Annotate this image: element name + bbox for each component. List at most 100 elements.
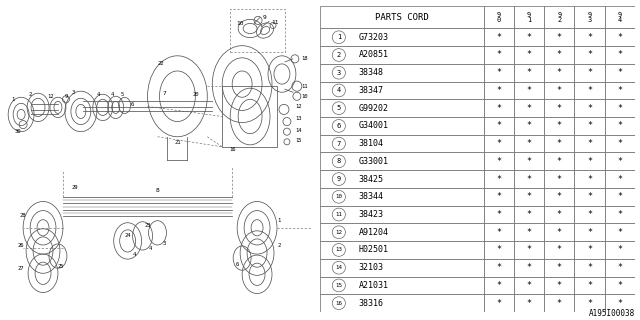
Text: G99202: G99202 xyxy=(358,104,388,113)
Text: *: * xyxy=(497,104,501,113)
Circle shape xyxy=(332,155,346,168)
Bar xyxy=(605,152,635,170)
Text: *: * xyxy=(587,263,592,272)
Bar xyxy=(514,259,544,276)
Text: 10: 10 xyxy=(301,94,307,99)
Bar xyxy=(605,135,635,152)
Bar xyxy=(575,188,605,206)
Text: 5: 5 xyxy=(121,92,124,97)
Text: *: * xyxy=(557,228,562,237)
Bar xyxy=(544,223,575,241)
Bar xyxy=(605,28,635,46)
Text: *: * xyxy=(527,51,532,60)
Text: *: * xyxy=(527,33,532,42)
Text: 38316: 38316 xyxy=(358,299,383,308)
Text: *: * xyxy=(587,121,592,130)
Text: *: * xyxy=(587,245,592,254)
Bar xyxy=(484,259,514,276)
Bar xyxy=(575,206,605,223)
Bar xyxy=(484,206,514,223)
Bar xyxy=(484,117,514,135)
Text: 38423: 38423 xyxy=(358,210,383,219)
Text: *: * xyxy=(497,139,501,148)
Text: 6: 6 xyxy=(337,123,341,129)
Text: *: * xyxy=(587,104,592,113)
Text: 4: 4 xyxy=(133,252,136,257)
Text: *: * xyxy=(587,139,592,148)
Bar xyxy=(575,259,605,276)
Text: 4: 4 xyxy=(111,92,115,97)
Text: *: * xyxy=(617,175,622,184)
Bar xyxy=(320,188,484,206)
Text: 16: 16 xyxy=(335,300,342,306)
Bar xyxy=(575,99,605,117)
Text: 12: 12 xyxy=(48,94,54,99)
Bar xyxy=(544,276,575,294)
Text: *: * xyxy=(617,299,622,308)
Text: *: * xyxy=(557,33,562,42)
Text: *: * xyxy=(497,157,501,166)
Text: 11: 11 xyxy=(301,84,307,89)
Text: 38347: 38347 xyxy=(358,86,383,95)
Text: *: * xyxy=(587,68,592,77)
Bar xyxy=(605,276,635,294)
Text: 26: 26 xyxy=(18,244,24,249)
Text: 2: 2 xyxy=(337,52,341,58)
Bar xyxy=(484,188,514,206)
Bar xyxy=(544,28,575,46)
Text: 38425: 38425 xyxy=(358,175,383,184)
Text: 8: 8 xyxy=(156,188,159,193)
Text: *: * xyxy=(617,104,622,113)
Text: 21: 21 xyxy=(174,140,180,145)
Text: PARTS CORD: PARTS CORD xyxy=(375,13,429,22)
Bar xyxy=(222,86,277,147)
Bar xyxy=(544,206,575,223)
Bar xyxy=(514,64,544,82)
Circle shape xyxy=(332,137,346,150)
Circle shape xyxy=(332,102,346,115)
Text: 9
4: 9 4 xyxy=(618,12,622,23)
Bar xyxy=(484,152,514,170)
Text: *: * xyxy=(557,86,562,95)
Text: 23: 23 xyxy=(144,223,151,228)
Text: *: * xyxy=(587,175,592,184)
Text: 13: 13 xyxy=(295,116,301,121)
Text: 1: 1 xyxy=(12,97,15,102)
Bar xyxy=(484,46,514,64)
Circle shape xyxy=(332,31,346,44)
Text: A20851: A20851 xyxy=(358,51,388,60)
Bar xyxy=(484,223,514,241)
Text: 11: 11 xyxy=(271,20,279,25)
Text: *: * xyxy=(527,263,532,272)
Bar xyxy=(605,206,635,223)
Text: *: * xyxy=(617,121,622,130)
Text: *: * xyxy=(497,245,501,254)
Bar xyxy=(575,46,605,64)
Bar xyxy=(514,117,544,135)
Text: *: * xyxy=(617,281,622,290)
Text: 38104: 38104 xyxy=(358,139,383,148)
Text: 10: 10 xyxy=(335,194,342,199)
Circle shape xyxy=(332,279,346,292)
Text: 9
2: 9 2 xyxy=(557,12,561,23)
Bar xyxy=(514,241,544,259)
Bar xyxy=(320,206,484,223)
Text: A21031: A21031 xyxy=(358,281,388,290)
Text: *: * xyxy=(557,68,562,77)
Bar xyxy=(544,170,575,188)
Bar xyxy=(514,206,544,223)
Bar xyxy=(605,117,635,135)
Text: 15: 15 xyxy=(295,138,301,143)
Bar xyxy=(320,135,484,152)
Bar xyxy=(605,294,635,312)
Bar xyxy=(544,294,575,312)
Text: 22: 22 xyxy=(157,61,164,66)
Bar xyxy=(320,46,484,64)
Bar xyxy=(575,223,605,241)
Bar xyxy=(514,6,544,28)
Text: *: * xyxy=(587,33,592,42)
Text: 16: 16 xyxy=(229,148,236,152)
Text: 4: 4 xyxy=(97,92,100,97)
Text: *: * xyxy=(497,263,501,272)
Circle shape xyxy=(332,226,346,239)
